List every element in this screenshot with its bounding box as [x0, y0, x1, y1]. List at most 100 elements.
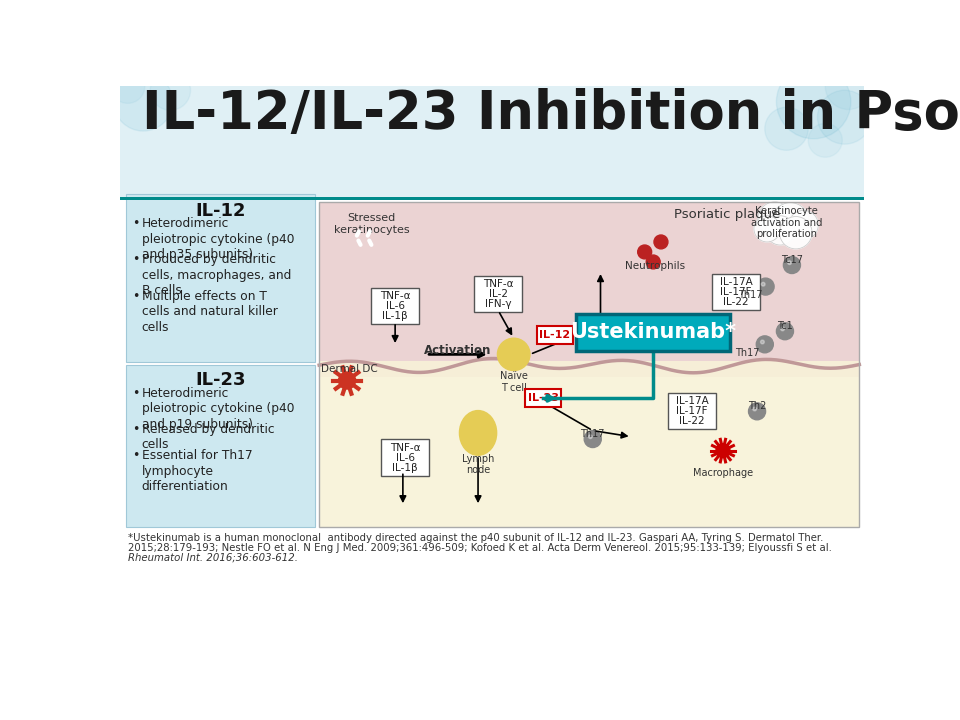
Text: Released by dendritic
cells: Released by dendritic cells: [142, 423, 275, 451]
Text: Activation: Activation: [424, 344, 492, 357]
FancyBboxPatch shape: [525, 389, 561, 408]
Text: 2015;28:179-193; Nestle FO et al. N Eng J Med. 2009;361:496-509; Kofoed K et al.: 2015;28:179-193; Nestle FO et al. N Eng …: [128, 543, 831, 553]
Text: Heterodimeric
pleiotropic cytokine (p40
and p35 subunits): Heterodimeric pleiotropic cytokine (p40 …: [142, 217, 294, 261]
Circle shape: [783, 256, 801, 274]
Circle shape: [150, 71, 190, 110]
FancyBboxPatch shape: [381, 439, 429, 476]
Circle shape: [780, 217, 812, 249]
FancyBboxPatch shape: [120, 197, 864, 200]
Circle shape: [497, 338, 530, 371]
Circle shape: [760, 340, 764, 344]
Circle shape: [757, 278, 774, 295]
Text: IL-6: IL-6: [386, 301, 404, 311]
Text: Heterodimeric
pleiotropic cytokine (p40
and p19 subunits): Heterodimeric pleiotropic cytokine (p40 …: [142, 387, 294, 431]
Text: IL-17A: IL-17A: [676, 396, 708, 406]
Text: Tc1: Tc1: [777, 321, 793, 331]
Text: Th17: Th17: [735, 348, 760, 358]
Text: IL-2: IL-2: [489, 289, 508, 300]
Text: Psoriatic plaque: Psoriatic plaque: [675, 208, 780, 221]
Text: •: •: [132, 289, 140, 302]
Circle shape: [637, 245, 652, 259]
Circle shape: [339, 372, 355, 389]
Circle shape: [756, 336, 774, 353]
FancyBboxPatch shape: [668, 393, 716, 429]
Text: Produced by dendritic
cells, macrophages, and
B cells: Produced by dendritic cells, macrophages…: [142, 253, 291, 297]
Text: Naïve
T cell: Naïve T cell: [500, 372, 528, 393]
Text: *Ustekinumab is a human monoclonal  antibody directed against the p40 subunit of: *Ustekinumab is a human monoclonal antib…: [128, 533, 823, 543]
Text: Essential for Th17
lymphocyte
differentiation: Essential for Th17 lymphocyte differenti…: [142, 449, 252, 493]
Text: •: •: [132, 253, 140, 266]
Text: TNF-α: TNF-α: [390, 443, 420, 453]
Circle shape: [772, 202, 809, 240]
Text: IL-23: IL-23: [528, 393, 559, 403]
Circle shape: [585, 431, 601, 448]
FancyBboxPatch shape: [319, 361, 859, 527]
Circle shape: [787, 261, 791, 264]
Circle shape: [753, 407, 756, 411]
Text: Th1: Th1: [591, 328, 610, 338]
Circle shape: [789, 210, 818, 240]
Text: Rheumatol Int. 2016;36:603-612.: Rheumatol Int. 2016;36:603-612.: [128, 553, 298, 563]
Text: IL-1β: IL-1β: [382, 311, 408, 321]
Text: IL-12: IL-12: [540, 330, 570, 340]
FancyBboxPatch shape: [576, 313, 730, 351]
Text: Multiple effects on T
cells and natural killer
cells: Multiple effects on T cells and natural …: [142, 289, 277, 333]
Circle shape: [596, 334, 600, 338]
Circle shape: [808, 123, 842, 157]
Text: IL-22: IL-22: [679, 416, 705, 426]
Circle shape: [654, 235, 668, 249]
Text: Dermal DC: Dermal DC: [321, 364, 378, 374]
Circle shape: [592, 330, 609, 346]
FancyBboxPatch shape: [319, 202, 859, 377]
Circle shape: [780, 327, 784, 330]
FancyBboxPatch shape: [537, 326, 572, 344]
Text: IL-17A: IL-17A: [720, 277, 753, 287]
Text: IL-12/IL-23 Inhibition in Psoriasis: IL-12/IL-23 Inhibition in Psoriasis: [142, 89, 960, 140]
Text: •: •: [132, 423, 140, 436]
Text: IL-23: IL-23: [195, 372, 246, 390]
Text: Th2: Th2: [748, 401, 766, 411]
Text: Ustekinumab*: Ustekinumab*: [570, 322, 736, 342]
Circle shape: [716, 444, 730, 457]
Text: TNF-α: TNF-α: [483, 279, 514, 289]
Circle shape: [826, 63, 872, 109]
Circle shape: [765, 107, 808, 150]
Circle shape: [818, 90, 872, 144]
Text: •: •: [132, 449, 140, 462]
Text: •: •: [132, 217, 140, 230]
Circle shape: [777, 65, 851, 139]
Text: IL-17F: IL-17F: [676, 406, 708, 416]
FancyBboxPatch shape: [120, 86, 864, 198]
FancyBboxPatch shape: [474, 276, 522, 312]
Circle shape: [749, 403, 765, 420]
FancyBboxPatch shape: [372, 288, 420, 324]
Circle shape: [588, 435, 592, 438]
Text: Lymph
node: Lymph node: [462, 454, 494, 475]
Text: IL-22: IL-22: [723, 297, 749, 307]
Text: IL-1β: IL-1β: [393, 462, 418, 472]
Circle shape: [765, 216, 795, 245]
Circle shape: [110, 69, 145, 104]
FancyBboxPatch shape: [712, 274, 760, 310]
Text: IL-12: IL-12: [195, 202, 246, 220]
Text: TNF-α: TNF-α: [380, 291, 410, 301]
Text: •: •: [132, 387, 140, 400]
Text: Macrophage: Macrophage: [693, 467, 753, 477]
Text: Th17: Th17: [738, 290, 762, 300]
Text: Neutrophils: Neutrophils: [625, 261, 684, 271]
Circle shape: [761, 282, 765, 286]
FancyBboxPatch shape: [126, 194, 315, 362]
Text: Keratinocyte
activation and
proliferation: Keratinocyte activation and proliferatio…: [751, 206, 823, 239]
Text: IL-6: IL-6: [396, 453, 415, 462]
Ellipse shape: [460, 410, 496, 455]
Text: IL-17F: IL-17F: [720, 287, 752, 297]
Circle shape: [757, 202, 792, 235]
Text: Stressed
keratinocytes: Stressed keratinocytes: [334, 213, 410, 235]
Text: Th17: Th17: [581, 429, 605, 439]
Circle shape: [114, 73, 173, 131]
FancyBboxPatch shape: [126, 365, 315, 527]
Circle shape: [646, 255, 660, 269]
Text: IFN-γ: IFN-γ: [485, 300, 512, 310]
Circle shape: [754, 216, 780, 242]
Text: Tc17: Tc17: [780, 255, 803, 265]
